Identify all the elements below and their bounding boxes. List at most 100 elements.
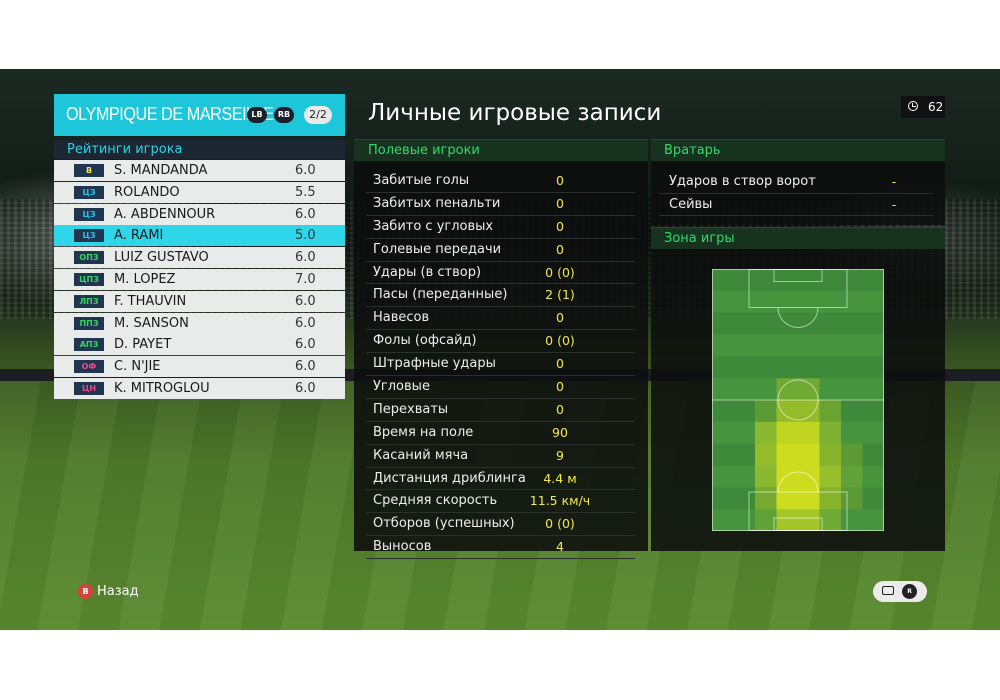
heat-cell bbox=[755, 487, 777, 510]
heat-cell bbox=[712, 290, 734, 314]
position-badge: ЦЗ bbox=[74, 207, 104, 221]
player-row[interactable]: ППЗ M. SANSON 6.0 bbox=[54, 312, 345, 334]
player-name: C. N'JIE bbox=[114, 359, 161, 375]
chat-rs-button[interactable]: R bbox=[873, 581, 927, 602]
player-rating: 6.0 bbox=[295, 206, 316, 222]
heat-cell bbox=[862, 356, 884, 379]
player-rating: 5.0 bbox=[295, 228, 316, 244]
heat-cell bbox=[733, 356, 756, 379]
player-row[interactable]: ОФ C. N'JIE 6.0 bbox=[54, 356, 345, 378]
heat-cell bbox=[712, 443, 734, 466]
heat-cell bbox=[819, 509, 842, 531]
heat-cell bbox=[733, 443, 756, 466]
back-button[interactable]: B Назад bbox=[78, 584, 139, 599]
heat-cell bbox=[862, 465, 884, 488]
player-rating: 6.0 bbox=[295, 380, 316, 396]
player-rating: 6.0 bbox=[295, 293, 316, 309]
player-row[interactable]: ЦН K. MITROGLOU 6.0 bbox=[54, 377, 345, 399]
stat-label: Забитые голы bbox=[373, 173, 470, 188]
heat-cell bbox=[776, 334, 799, 357]
position-badge: ОФ bbox=[74, 360, 104, 374]
player-row[interactable]: ЦЗ A. ABDENNOUR 6.0 bbox=[54, 203, 345, 225]
player-rating: 6.0 bbox=[295, 163, 316, 178]
position-badge: В bbox=[74, 164, 104, 177]
player-row[interactable]: АПЗ D. PAYET 6.0 bbox=[54, 334, 345, 356]
heat-cell bbox=[798, 290, 820, 314]
heat-cell bbox=[862, 509, 884, 531]
stat-row: Угловые 0 bbox=[366, 376, 635, 399]
heat-cell bbox=[776, 509, 799, 531]
stat-label: Отборов (успешных) bbox=[373, 516, 515, 532]
stat-value: - bbox=[891, 196, 897, 212]
heat-cell bbox=[862, 487, 884, 510]
lb-button[interactable]: LB bbox=[247, 107, 267, 123]
player-row[interactable]: ОПЗ LUIZ GUSTAVO 6.0 bbox=[54, 247, 345, 269]
stat-value: 0 bbox=[556, 310, 564, 326]
heat-cell bbox=[733, 290, 756, 314]
stat-value: - bbox=[891, 174, 897, 189]
position-badge: ОПЗ bbox=[74, 251, 104, 265]
center-circle bbox=[777, 379, 819, 421]
stat-label: Удары (в створ) bbox=[373, 264, 482, 280]
heat-cell bbox=[755, 334, 777, 357]
heat-cell bbox=[819, 356, 842, 379]
chat-icon bbox=[882, 586, 894, 595]
heat-cell bbox=[841, 400, 863, 423]
heat-cell bbox=[819, 400, 842, 423]
player-name: A. ABDENNOUR bbox=[114, 206, 216, 222]
player-name: K. MITROGLOU bbox=[114, 380, 210, 396]
heat-cell bbox=[755, 269, 777, 292]
stat-value: 4 bbox=[556, 539, 564, 555]
player-name: F. THAUVIN bbox=[114, 293, 187, 309]
stat-value: 4.4 м bbox=[543, 470, 577, 486]
stat-value: 0 (0) bbox=[545, 333, 575, 349]
heat-cell bbox=[798, 443, 820, 466]
heat-cell bbox=[755, 378, 777, 401]
player-name: S. MANDANDA bbox=[114, 163, 208, 178]
match-timer: 62 bbox=[901, 96, 945, 118]
goalkeeper-panel: Вратарь Ударов в створ ворот - Сейвы - bbox=[651, 139, 945, 225]
stat-label: Перехваты bbox=[373, 401, 449, 417]
heat-cell bbox=[798, 356, 820, 379]
field-players-panel: Полевые игроки Забитые голы 0 Забитых пена… bbox=[354, 139, 648, 560]
heat-cell bbox=[755, 290, 777, 314]
position-badge: ЦПЗ bbox=[74, 272, 104, 286]
heat-cell bbox=[862, 312, 884, 335]
stat-label: Угловые bbox=[373, 379, 430, 395]
top-goal-box bbox=[773, 269, 823, 282]
heat-cell bbox=[798, 334, 820, 357]
stat-row: Пасы (переданные) 2 (1) bbox=[366, 284, 635, 308]
team-header: OLYMPIQUE DE MARSEILLE LB RB 2/2 bbox=[54, 94, 345, 136]
heat-cell bbox=[798, 421, 820, 445]
player-row[interactable]: ЦПЗ M. LOPEZ 7.0 bbox=[54, 268, 345, 290]
heat-cell bbox=[733, 421, 756, 445]
player-row[interactable]: ЛПЗ F. THAUVIN 6.0 bbox=[54, 290, 345, 312]
stat-label: Штрафные удары bbox=[373, 356, 496, 372]
clock-icon bbox=[908, 101, 918, 111]
stat-label: Средняя скорость bbox=[373, 493, 498, 509]
heat-cell bbox=[733, 509, 756, 531]
player-rating: 6.0 bbox=[295, 337, 316, 353]
heat-cell bbox=[798, 509, 820, 531]
stat-label: Ударов в створ ворот bbox=[669, 174, 816, 189]
heat-cell bbox=[776, 400, 799, 423]
heat-cell bbox=[819, 443, 842, 466]
player-row[interactable]: ЦЗ A. RAMI 5.0 bbox=[54, 225, 345, 247]
rb-button[interactable]: RB bbox=[274, 107, 294, 123]
stat-label: Дистанция дриблинга bbox=[373, 470, 526, 486]
stat-row: Отборов (успешных) 0 (0) bbox=[366, 513, 635, 537]
heat-cell bbox=[755, 509, 777, 531]
stat-value: 0 bbox=[556, 379, 564, 395]
heat-cell bbox=[841, 421, 863, 445]
stat-value: 2 (1) bbox=[545, 287, 575, 303]
player-row[interactable]: ЦЗ ROLANDO 5.5 bbox=[54, 181, 345, 203]
heat-cell bbox=[798, 269, 820, 292]
timer-value: 62 bbox=[928, 100, 944, 114]
heat-cell bbox=[862, 443, 884, 466]
stat-label: Сейвы bbox=[669, 196, 713, 212]
stat-row: Удары (в створ) 0 (0) bbox=[366, 262, 635, 285]
position-badge: ЦЗ bbox=[74, 229, 104, 243]
stat-value: 11.5 км/ч bbox=[529, 493, 591, 509]
heat-cell bbox=[733, 312, 756, 335]
player-row[interactable]: В S. MANDANDA 6.0 bbox=[54, 160, 345, 181]
